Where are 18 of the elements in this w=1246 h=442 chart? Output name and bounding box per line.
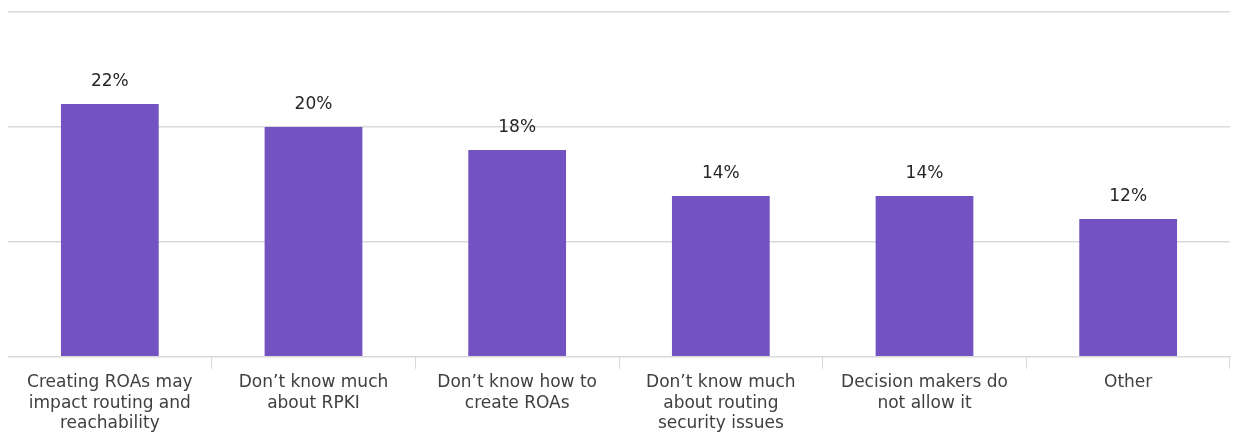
- data-label: 18%: [498, 115, 537, 136]
- data-label: 12%: [1109, 184, 1148, 205]
- bar: [264, 126, 363, 357]
- data-label: 14%: [701, 161, 740, 182]
- x-tick-label: Don’t know much about RPKI: [238, 371, 389, 412]
- bar: [671, 195, 770, 357]
- x-tick-label: Don’t know much about routing security issues: [646, 371, 796, 433]
- data-label: 22%: [90, 69, 129, 90]
- bar: [875, 195, 974, 357]
- data-label: 20%: [294, 92, 333, 113]
- x-tick-label: Decision makers do not allow it: [841, 371, 1008, 412]
- bar: [1079, 218, 1178, 357]
- x-tick-label: Creating ROAs may impact routing and reachability: [27, 371, 193, 433]
- data-label: 14%: [905, 161, 944, 182]
- bar: [60, 103, 159, 357]
- x-tick-label: Other: [1104, 371, 1153, 392]
- bar: [468, 149, 567, 357]
- x-tick-label: Don’t know how to create ROAs: [437, 371, 597, 412]
